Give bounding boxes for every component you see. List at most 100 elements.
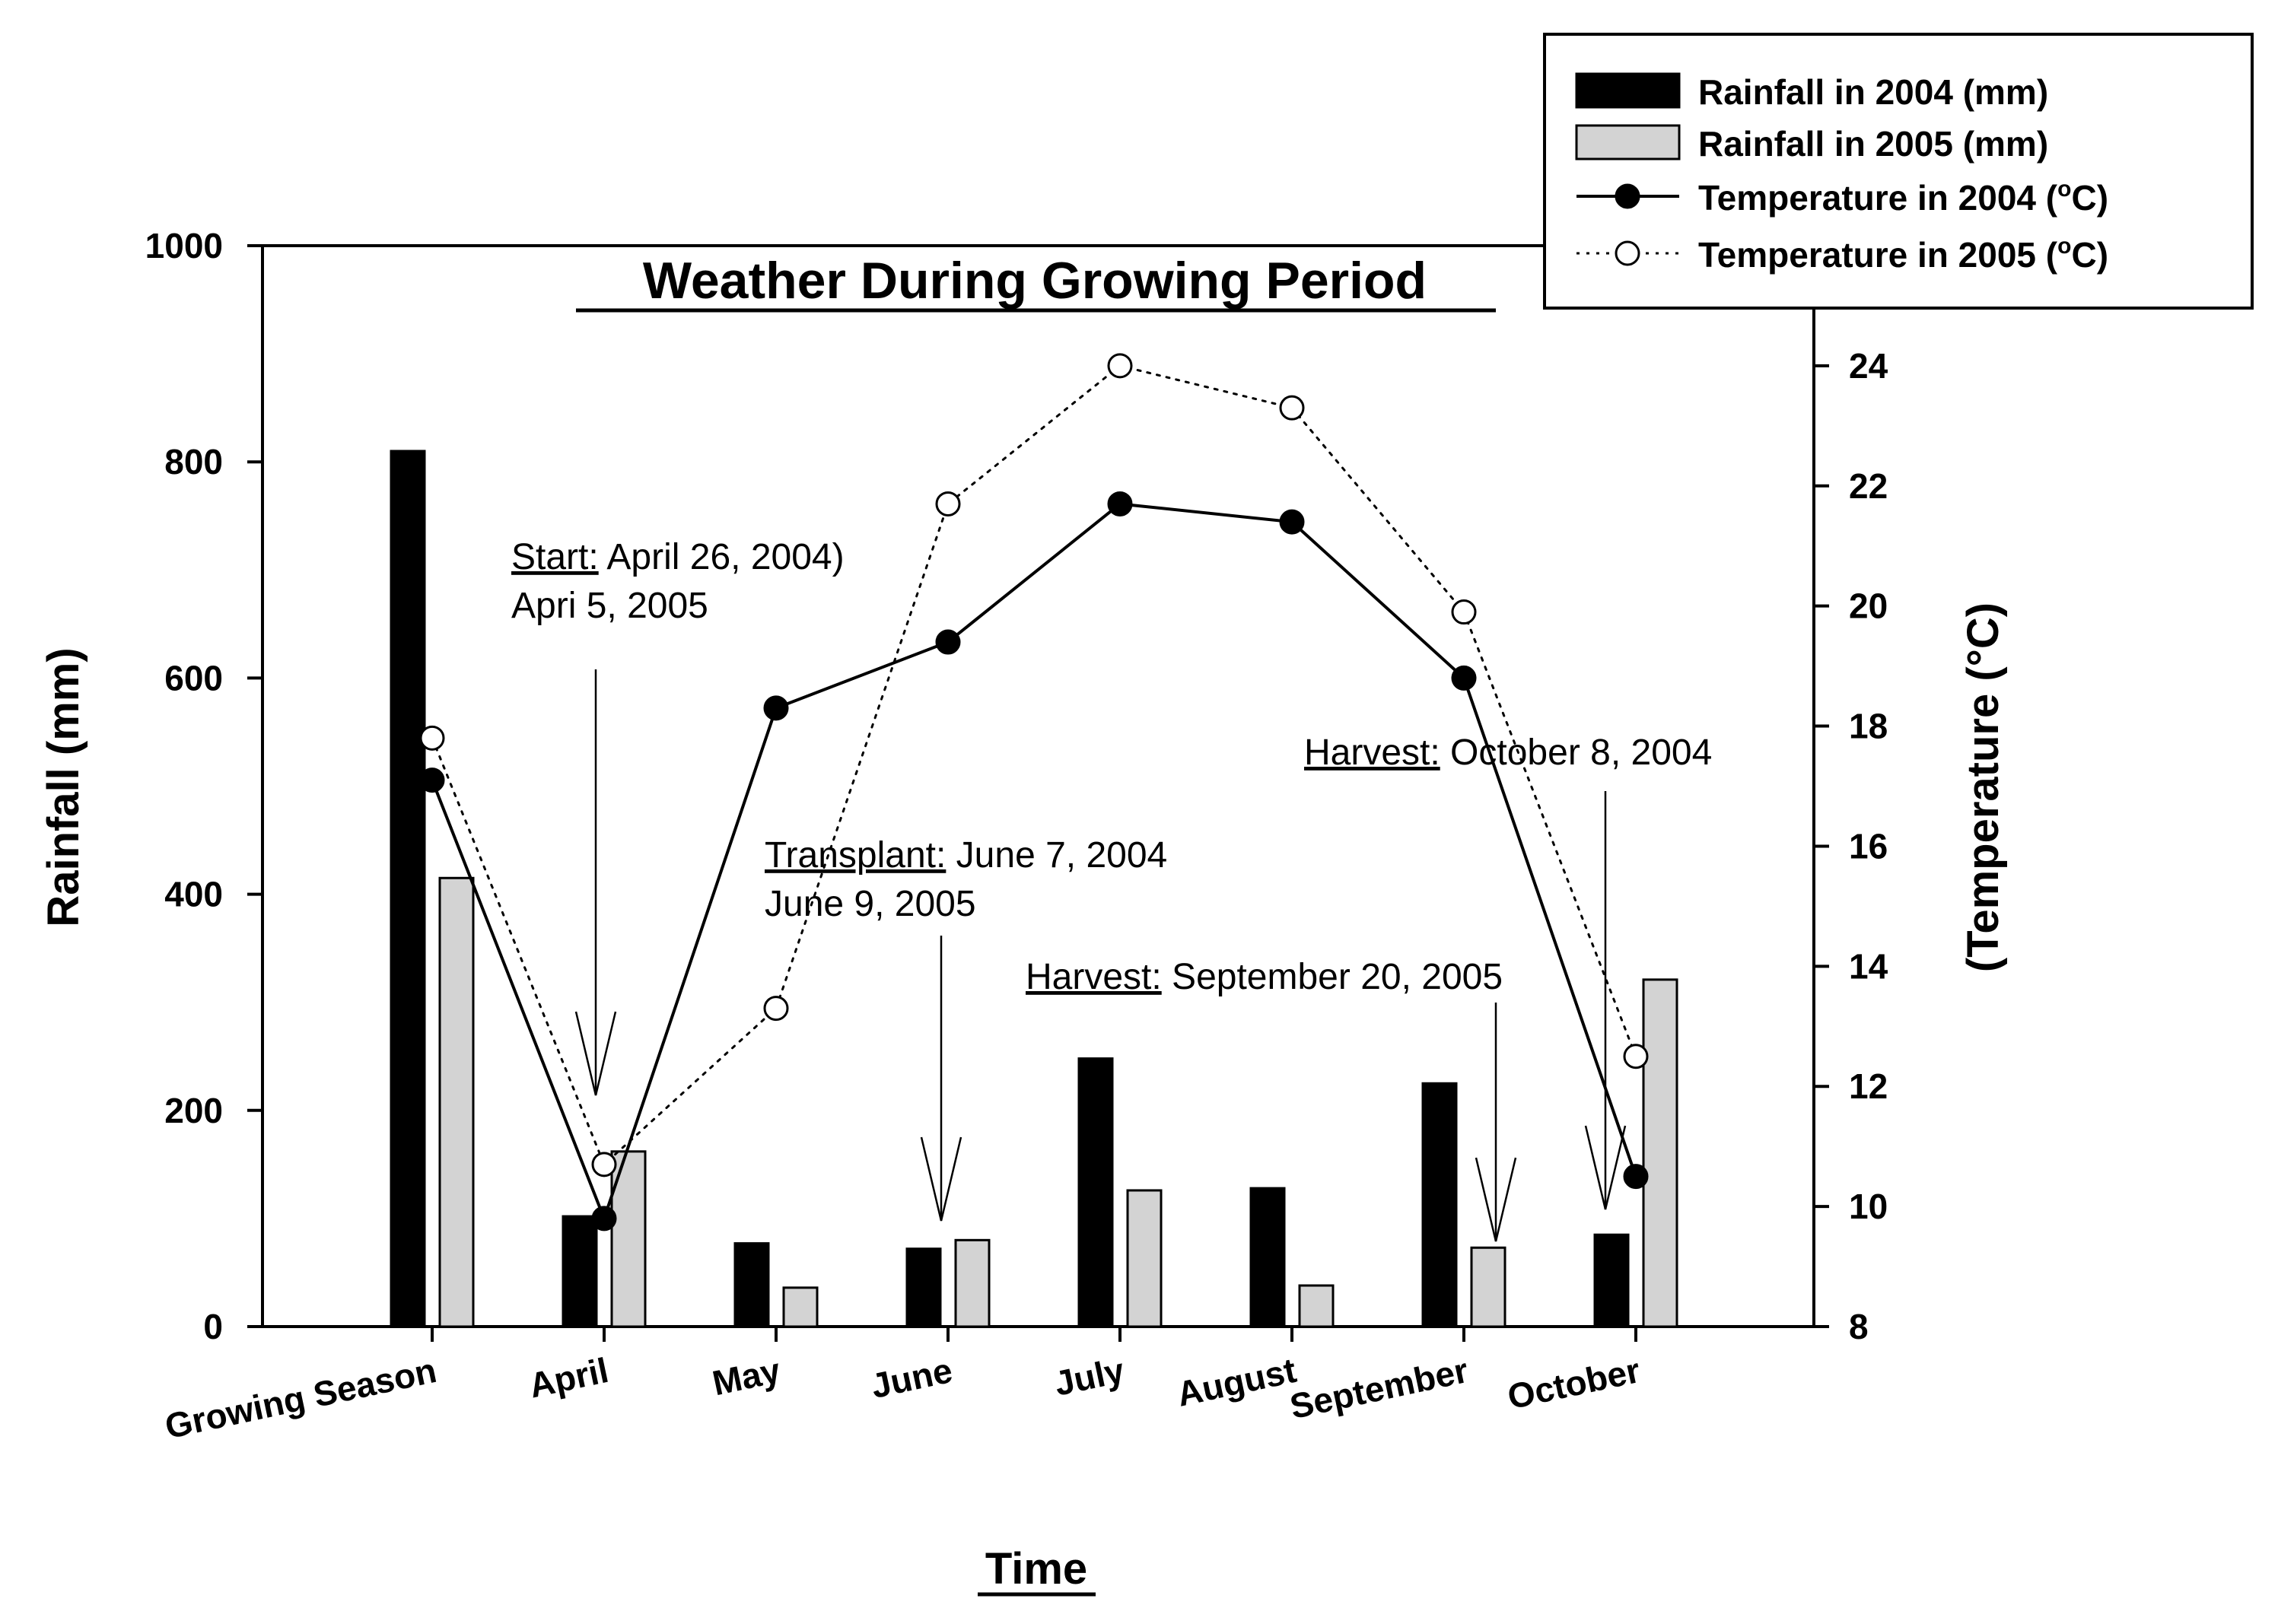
bar-rain-2004 xyxy=(1249,1187,1286,1328)
bar-rain-2005 xyxy=(1642,978,1678,1328)
annotation-harvest-2004-label: Harvest: xyxy=(1304,733,1440,773)
bar-rain-2004 xyxy=(1421,1082,1458,1328)
y-tick-label: 1000 xyxy=(145,226,223,265)
y2-tick-label: 18 xyxy=(1849,707,1888,746)
legend-label-temp-2005-name: Temperature in 2005 xyxy=(1698,235,2036,275)
bar-rain-2005 xyxy=(1126,1189,1163,1328)
x-tick-label: April xyxy=(526,1350,612,1406)
annotation-harvest-2005-line1: September 20, 2005 xyxy=(1162,957,1503,997)
annotation-arrow-head xyxy=(1584,1125,1627,1210)
point-temp-2005 xyxy=(1451,599,1477,625)
legend-label-rain-2004: Rainfall in 2004 (mm) xyxy=(1698,72,2048,112)
y-tick-label: 400 xyxy=(164,875,223,914)
bar-rain-2004 xyxy=(1593,1233,1630,1328)
y2-tick-label: 16 xyxy=(1849,826,1888,866)
legend-swatch-rain-2004 xyxy=(1575,72,1681,109)
legend: Rainfall in 2004 (mm) Rainfall in 2005 (… xyxy=(1543,33,2254,310)
y2-tick-label: 14 xyxy=(1849,946,1888,986)
point-temp-2004 xyxy=(419,768,445,793)
point-temp-2004 xyxy=(1623,1164,1649,1190)
annotation-arrow-head xyxy=(574,1011,617,1096)
legend-marker-temp-2005 xyxy=(1615,240,1640,266)
point-temp-2005 xyxy=(763,996,789,1022)
svg-text:Harvest: September 20, 2005: Harvest: September 20, 2005 xyxy=(1026,957,1503,997)
bar-rain-2004 xyxy=(562,1215,598,1328)
annotation-arrow-head xyxy=(1475,1157,1517,1242)
x-tick-label: Growing Season xyxy=(161,1350,440,1446)
y-tick-label: 800 xyxy=(164,442,223,481)
point-temp-2005 xyxy=(591,1152,617,1177)
y2-tick-label: 10 xyxy=(1849,1187,1888,1226)
bar-rain-2005 xyxy=(438,876,475,1328)
bar-rain-2005 xyxy=(782,1286,819,1328)
point-temp-2005 xyxy=(935,491,961,516)
x-tick-label: May xyxy=(709,1350,784,1403)
annotation-transplant: Transplant: June 7, 2004 June 9, 2005 xyxy=(765,835,1167,924)
bars xyxy=(390,450,1678,1328)
point-temp-2004 xyxy=(1279,509,1305,535)
x-tick-label: June xyxy=(867,1350,956,1406)
point-temp-2004 xyxy=(763,695,789,721)
legend-marker-temp-2004 xyxy=(1615,183,1640,209)
bar-rain-2004 xyxy=(390,450,426,1328)
bar-rain-2004 xyxy=(905,1247,942,1328)
annotation-transplant-line2: June 9, 2005 xyxy=(765,884,976,924)
svg-text:Transplant: June 7, 2004: Transplant: June 7, 2004 xyxy=(765,835,1167,876)
annotation-harvest-2005: Harvest: September 20, 2005 xyxy=(1026,957,1503,997)
svg-text:Harvest: October 8, 2004: Harvest: October 8, 2004 xyxy=(1304,733,1712,773)
y-tick-label: 200 xyxy=(164,1091,223,1130)
point-temp-2005 xyxy=(419,725,445,751)
y-tick-label: 600 xyxy=(164,658,223,698)
bar-rain-2005 xyxy=(954,1238,991,1328)
y2-tick-label: 24 xyxy=(1849,346,1888,386)
x-tick-label: August xyxy=(1173,1350,1300,1414)
annotation-transplant-line1: June 7, 2004 xyxy=(946,835,1167,876)
x-tick-label: September xyxy=(1287,1350,1471,1426)
bar-rain-2004 xyxy=(1077,1057,1114,1328)
bar-rain-2005 xyxy=(1470,1246,1506,1328)
y2-axis-ticks: 8 10 12 14 16 18 20 22 24 xyxy=(1814,346,1888,1346)
x-axis-ticks: Growing Season April May June July AugustSept… xyxy=(161,1327,1643,1446)
bar-rain-2004 xyxy=(733,1242,770,1328)
legend-label-temp-2004-name: Temperature in 2004 xyxy=(1698,178,2036,218)
annotation-transplant-label: Transplant: xyxy=(765,835,946,876)
legend-label-temp-2004-unit: C xyxy=(2071,178,2096,218)
legend-label-temp-2005-unit: C xyxy=(2071,235,2096,275)
point-temp-2005 xyxy=(1279,395,1305,421)
y2-axis-label: (Temperature (°C) xyxy=(1958,602,2008,972)
bar-rain-2005 xyxy=(1298,1284,1335,1328)
point-temp-2005 xyxy=(1107,353,1133,379)
temperature-lines xyxy=(419,353,1649,1232)
annotation-harvest-2005-label: Harvest: xyxy=(1026,957,1162,997)
annotation-harvest-2004: Harvest: October 8, 2004 xyxy=(1304,733,1712,773)
legend-label-temp-2005-sup: o xyxy=(2057,234,2071,259)
legend-label-rain-2005: Rainfall in 2005 (mm) xyxy=(1698,124,2048,164)
point-temp-2005 xyxy=(1623,1044,1649,1069)
y2-tick-label: 20 xyxy=(1849,586,1888,626)
point-temp-2004 xyxy=(1107,491,1133,516)
point-temp-2004 xyxy=(1451,665,1477,691)
annotation-start: Start: April 26, 2004) Apri 5, 2005 xyxy=(511,537,845,626)
legend-label-temp-2004: Temperature in 2004 (oC) xyxy=(1698,176,2108,218)
line-temp-2004 xyxy=(431,502,1637,1223)
point-temp-2004 xyxy=(591,1206,617,1232)
legend-swatch-rain-2005 xyxy=(1575,124,1681,160)
x-tick-label: October xyxy=(1504,1350,1643,1417)
annotation-harvest-2004-line1: October 8, 2004 xyxy=(1440,733,1713,773)
y-tick-label: 0 xyxy=(203,1307,223,1346)
legend-label-temp-2004-sup: o xyxy=(2057,176,2071,202)
annotation-arrows xyxy=(574,669,1627,1242)
annotation-start-line2: Apri 5, 2005 xyxy=(511,586,708,626)
point-temp-2004 xyxy=(935,629,961,655)
chart-title: Weather During Growing Period xyxy=(643,252,1427,310)
y-axis-ticks: 0 200 400 600 800 1000 xyxy=(145,226,262,1346)
annotation-start-line1: April 26, 2004) xyxy=(599,537,845,577)
x-axis-label: Time xyxy=(985,1544,1087,1594)
y2-tick-label: 22 xyxy=(1849,466,1888,506)
annotation-start-label: Start: xyxy=(511,537,599,577)
y2-tick-label: 8 xyxy=(1849,1307,1869,1346)
y-axis-label: Rainfall (mm) xyxy=(39,647,88,926)
y2-tick-label: 12 xyxy=(1849,1066,1888,1106)
svg-text:Start: April 26, 2004): Start: April 26, 2004) xyxy=(511,537,845,577)
annotation-arrow-head xyxy=(920,1136,962,1222)
